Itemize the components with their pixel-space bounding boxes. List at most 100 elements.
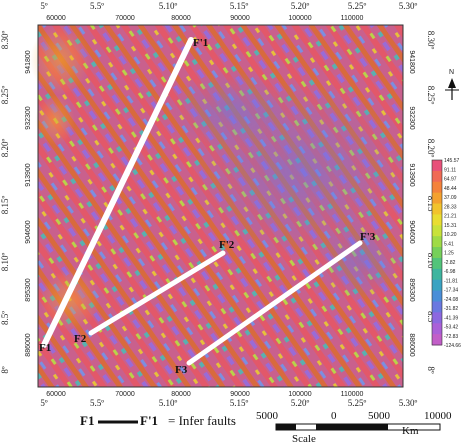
left-degree-label: 8º <box>0 366 10 374</box>
legend-description: = Infer faults <box>168 413 236 428</box>
fault-legend: F1 F'1 = Infer faults <box>80 413 236 428</box>
colorbar-tick-label: 1.25 <box>444 251 454 257</box>
right-utm-label: 895300 <box>408 278 415 301</box>
colorbar-tick-label: -24.08 <box>444 297 458 303</box>
bottom-degree-label: 5.5º <box>90 398 104 408</box>
colorbar-tick-label: 10.20 <box>444 232 457 238</box>
left-utm-label: 941800 <box>25 50 32 73</box>
right-degree-label: 8.15º <box>426 196 436 215</box>
scale-label-1: 0 <box>331 410 337 422</box>
right-utm-label: 886000 <box>408 333 415 356</box>
top-degree-label: 5.10º <box>159 1 178 11</box>
colorbar-tick-label: -2.82 <box>444 260 456 266</box>
fault-label-f3-end: F'3 <box>360 231 376 243</box>
colorbar-tick-label: -53.42 <box>444 325 458 331</box>
top-degree-label: 5.25º <box>348 1 367 11</box>
colorbar-swatch <box>432 268 442 281</box>
colorbar-swatch <box>432 225 442 237</box>
bottom-utm-label: 80000 <box>171 391 191 398</box>
right-utm-label: 913900 <box>408 163 415 186</box>
fault-labels: F1 F'1 F2 F'2 F3 F'3 <box>39 37 376 376</box>
top-utm-label: 80000 <box>171 15 191 22</box>
colorbar-tick-label: -17.34 <box>444 288 458 294</box>
color-scale-bar: 145.57 91.11 64.97 48.44 37.09 28.33 21.21 15.3… <box>431 158 461 349</box>
colorbar-tick-label: 5.41 <box>444 241 454 247</box>
legend-fault-end: F'1 <box>140 413 158 428</box>
left-degree-label: 8.25º <box>0 86 10 105</box>
right-utm-axis: 941800 932300 913900 904600 895300 886000 <box>408 50 415 356</box>
colorbar-swatch <box>432 247 442 259</box>
north-arrow: N <box>445 69 459 100</box>
colorbar-tick-label: -124.66 <box>444 343 461 349</box>
colorbar-swatch <box>432 334 442 346</box>
colorbar-tick-label: 48.44 <box>444 186 457 192</box>
top-utm-label: 110000 <box>341 15 364 22</box>
scale-unit: Km <box>402 425 419 437</box>
right-degree-label: 8.5º <box>426 311 436 325</box>
bottom-degree-label: 5º <box>40 398 48 408</box>
fault-line-2[interactable] <box>88 250 226 336</box>
right-degree-axis: 8.30º 8.25º 8.20º 8.15º 8.10º 8.5º 8º <box>426 31 436 374</box>
fault-lines <box>41 37 363 366</box>
colorbar-swatch <box>432 279 442 292</box>
colorbar-tick-label: 28.33 <box>444 204 457 210</box>
right-utm-label: 904600 <box>408 220 415 243</box>
top-degree-label: 5.20º <box>291 1 310 11</box>
colorbar-swatch <box>432 257 442 270</box>
legend-fault-start: F1 <box>80 413 94 428</box>
colorbar-tick-label: -72.83 <box>444 334 458 340</box>
fault-label-f2-start: F2 <box>74 333 87 345</box>
bottom-degree-label: 5.15º <box>230 398 249 408</box>
fault-line-1[interactable] <box>41 37 194 348</box>
colorbar-swatch <box>432 203 442 215</box>
left-utm-label: 932300 <box>25 106 32 129</box>
top-degree-label: 5.30º <box>399 1 418 11</box>
top-utm-label: 100000 <box>288 15 311 22</box>
colorbar-swatch <box>432 181 442 194</box>
bottom-utm-label: 70000 <box>115 391 135 398</box>
top-utm-label: 90000 <box>230 15 250 22</box>
colorbar-tick-label: 15.31 <box>444 223 457 229</box>
left-utm-label: 886000 <box>25 333 32 356</box>
map-frame <box>37 24 404 388</box>
left-degree-label: 8.30º <box>0 31 10 50</box>
colorbar-swatch <box>432 312 442 324</box>
scale-label-2: 5000 <box>368 410 391 422</box>
bottom-utm-label: 100000 <box>288 391 311 398</box>
left-degree-axis: 8.30º 8.25º 8.20º 8.15º 8.10º 8.5º 8º <box>0 31 10 374</box>
left-utm-label: 913900 <box>25 163 32 186</box>
right-degree-label: 8.20º <box>426 139 436 158</box>
magnetic-anomaly-map[interactable] <box>30 24 410 388</box>
colorbar-swatch <box>432 160 442 172</box>
top-degree-label: 5.5º <box>90 1 104 11</box>
right-degree-label: 8.30º <box>426 31 436 50</box>
north-arrow-letter: N <box>449 69 454 76</box>
colorbar-tick-label: 64.97 <box>444 177 457 183</box>
bottom-utm-label: 60000 <box>46 391 66 398</box>
colorbar-tick-label: 37.09 <box>444 195 457 201</box>
scale-label-3: 10000 <box>424 410 452 422</box>
right-utm-label: 932300 <box>408 106 415 129</box>
fault-label-f3-start: F3 <box>175 364 188 376</box>
bottom-degree-label: 5.20º <box>291 398 310 408</box>
top-degree-label: 5.15º <box>230 1 249 11</box>
top-utm-label: 60000 <box>46 15 66 22</box>
top-degree-label: 5º <box>40 1 48 11</box>
colorbar-tick-label: -6.98 <box>444 269 456 275</box>
colorbar-swatch <box>432 192 442 205</box>
fault-label-f1-end: F'1 <box>193 37 208 49</box>
bottom-degree-label: 5.30º <box>399 398 418 408</box>
top-utm-axis: 60000 70000 80000 90000 100000 110000 <box>46 15 363 22</box>
left-degree-label: 8.10º <box>0 253 10 272</box>
fault-label-f1-start: F1 <box>39 342 51 354</box>
colorbar-tick-label: 145.57 <box>444 158 460 164</box>
bottom-utm-label: 110000 <box>341 391 364 398</box>
bottom-degree-label: 5.25º <box>348 398 367 408</box>
right-utm-label: 941800 <box>408 50 415 73</box>
scale-label-0: 5000 <box>256 410 279 422</box>
colorbar-tick-label: -31.82 <box>444 306 458 312</box>
bottom-utm-axis: 60000 70000 80000 90000 100000 110000 <box>46 391 363 398</box>
left-degree-label: 8.20º <box>0 139 10 158</box>
colorbar-swatch <box>432 290 442 302</box>
fault-line-3[interactable] <box>186 240 363 366</box>
